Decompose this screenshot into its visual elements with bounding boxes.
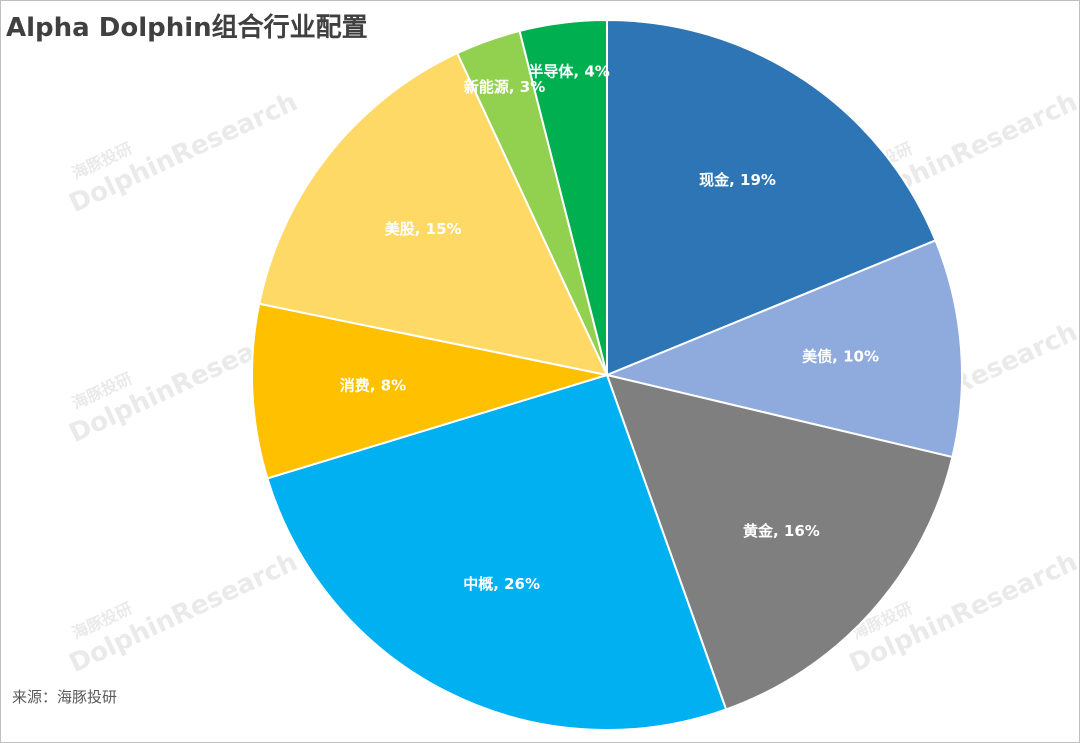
chart-title: Alpha Dolphin组合行业配置 (6, 12, 368, 43)
slice-label: 美债, 10% (802, 347, 879, 365)
pie-slice (258, 51, 609, 377)
slice-label: 现金, 19% (699, 171, 776, 189)
pie-slice (266, 373, 728, 731)
source-note: 来源：海豚投研 (12, 688, 117, 706)
pie-slice (605, 373, 954, 711)
pie-slice (606, 18, 937, 377)
slice-label: 美股, 15% (385, 220, 462, 238)
slice-label: 中概, 26% (463, 575, 540, 593)
slice-label: 新能源, 3% (464, 78, 545, 96)
pie-slice (603, 239, 963, 459)
slice-label: 半导体, 4% (528, 63, 609, 81)
pie-slice (518, 18, 608, 376)
slice-label: 消费, 8% (340, 376, 406, 394)
pie-slice (251, 302, 608, 480)
pie: 现金, 19% 美债, 10% 黄金, 16% 中概, 26% 消费, 8% 美股, 15… (251, 18, 963, 731)
slice-label: 黄金, 16% (743, 522, 820, 540)
